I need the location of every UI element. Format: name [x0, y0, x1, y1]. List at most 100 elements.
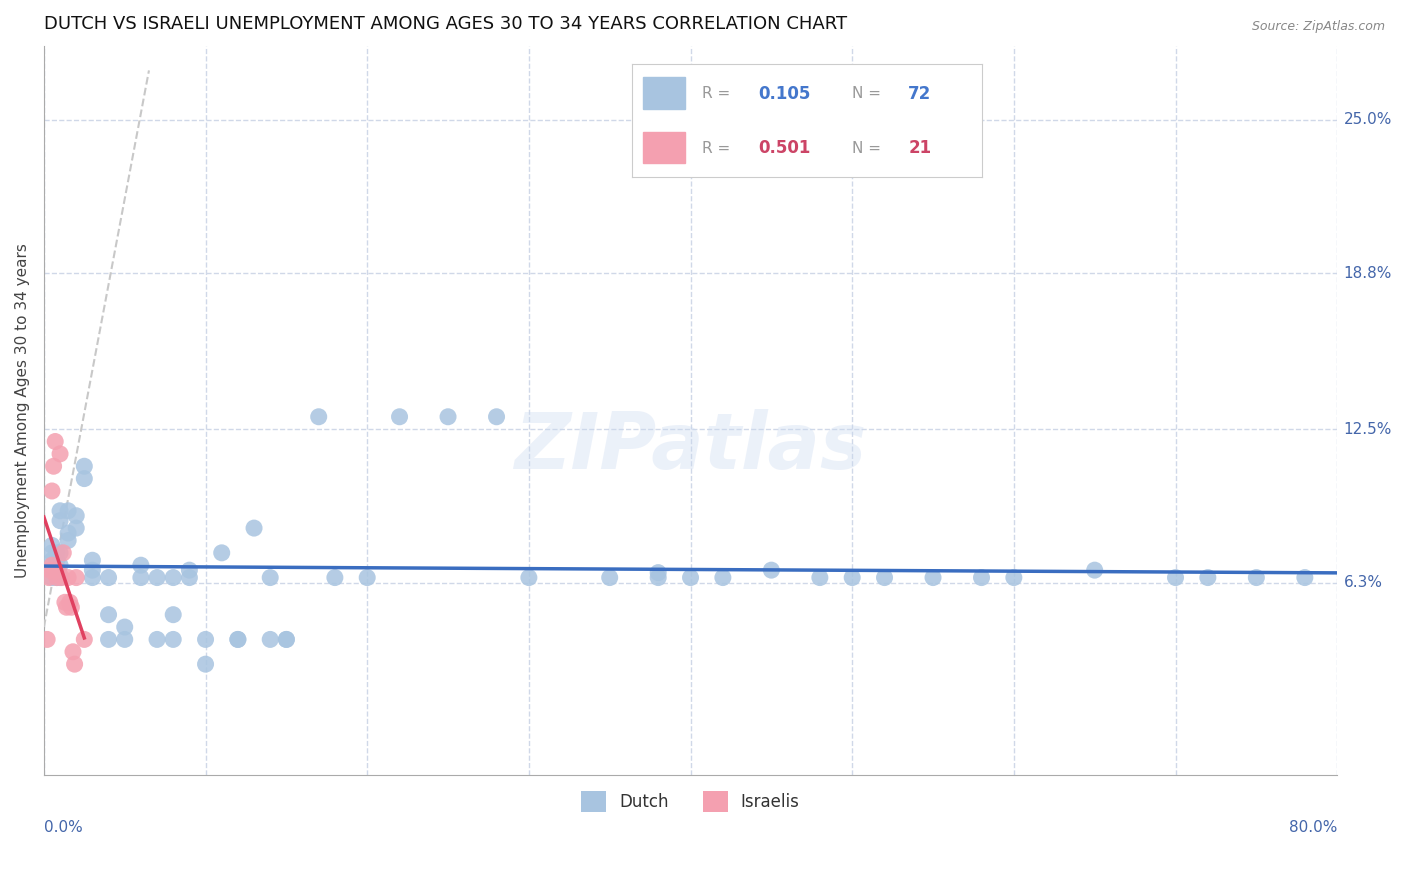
Point	[45, 571, 67, 585]
Point	[647, 566, 669, 580]
Point	[63, 657, 86, 672]
Point	[73, 632, 96, 647]
Point	[37, 632, 59, 647]
Point	[41, 558, 63, 573]
Point	[56, 571, 79, 585]
Point	[51, 571, 73, 585]
Point	[162, 571, 184, 585]
Point	[56, 533, 79, 548]
Point	[62, 645, 84, 659]
Point	[517, 571, 540, 585]
Point	[55, 600, 77, 615]
Point	[59, 595, 82, 609]
Point	[44, 434, 66, 449]
Point	[1002, 571, 1025, 585]
Point	[1197, 571, 1219, 585]
Point	[356, 571, 378, 585]
Point	[437, 409, 460, 424]
Legend: Dutch, Israelis: Dutch, Israelis	[575, 785, 807, 818]
Text: DUTCH VS ISRAELI UNEMPLOYMENT AMONG AGES 30 TO 34 YEARS CORRELATION CHART: DUTCH VS ISRAELI UNEMPLOYMENT AMONG AGES…	[44, 15, 846, 33]
Point	[146, 632, 169, 647]
Point	[1294, 571, 1316, 585]
Point	[52, 546, 75, 560]
Point	[970, 571, 993, 585]
Point	[97, 571, 120, 585]
Point	[679, 571, 702, 585]
Point	[41, 553, 63, 567]
Point	[97, 632, 120, 647]
Point	[114, 620, 136, 634]
Point	[761, 563, 783, 577]
Point	[38, 571, 60, 585]
Point	[243, 521, 266, 535]
Point	[56, 526, 79, 541]
Point	[41, 483, 63, 498]
Point	[211, 546, 233, 560]
Point	[226, 632, 249, 647]
Point	[1164, 571, 1187, 585]
Point	[45, 563, 67, 577]
Point	[60, 600, 83, 615]
Point	[97, 607, 120, 622]
Point	[65, 508, 87, 523]
Point	[41, 538, 63, 552]
Point	[485, 409, 508, 424]
Point	[53, 595, 76, 609]
Point	[711, 571, 734, 585]
Point	[42, 459, 65, 474]
Point	[808, 571, 831, 585]
Point	[45, 571, 67, 585]
Point	[162, 632, 184, 647]
Point	[1084, 563, 1107, 577]
Point	[259, 632, 281, 647]
Point	[323, 571, 346, 585]
Point	[49, 571, 72, 585]
Point	[226, 632, 249, 647]
Point	[82, 571, 104, 585]
Point	[49, 504, 72, 518]
Point	[647, 571, 669, 585]
Point	[49, 447, 72, 461]
Point	[599, 571, 621, 585]
Y-axis label: Unemployment Among Ages 30 to 34 years: Unemployment Among Ages 30 to 34 years	[15, 244, 30, 578]
Point	[49, 546, 72, 560]
Text: ZIPatlas: ZIPatlas	[515, 409, 866, 485]
Point	[48, 563, 70, 577]
Text: 25.0%: 25.0%	[1344, 112, 1392, 128]
Point	[162, 607, 184, 622]
Text: Source: ZipAtlas.com: Source: ZipAtlas.com	[1251, 20, 1385, 33]
Point	[276, 632, 298, 647]
Point	[308, 409, 330, 424]
Point	[146, 571, 169, 585]
Point	[39, 563, 62, 577]
Point	[873, 571, 896, 585]
Point	[259, 571, 281, 585]
Point	[129, 571, 152, 585]
Point	[276, 632, 298, 647]
Point	[129, 558, 152, 573]
Point	[49, 514, 72, 528]
Point	[45, 553, 67, 567]
Point	[388, 409, 411, 424]
Text: 0.0%: 0.0%	[44, 820, 83, 835]
Point	[82, 563, 104, 577]
Point	[1246, 571, 1268, 585]
Text: 12.5%: 12.5%	[1344, 422, 1392, 436]
Point	[841, 571, 863, 585]
Point	[45, 546, 67, 560]
Text: 6.3%: 6.3%	[1344, 575, 1382, 590]
Point	[179, 563, 201, 577]
Text: 18.8%: 18.8%	[1344, 266, 1392, 281]
Point	[65, 521, 87, 535]
Point	[41, 563, 63, 577]
Point	[194, 632, 217, 647]
Point	[922, 571, 945, 585]
Point	[73, 472, 96, 486]
Point	[82, 553, 104, 567]
Point	[56, 504, 79, 518]
Point	[41, 571, 63, 585]
Point	[194, 657, 217, 672]
Point	[114, 632, 136, 647]
Point	[73, 459, 96, 474]
Point	[179, 571, 201, 585]
